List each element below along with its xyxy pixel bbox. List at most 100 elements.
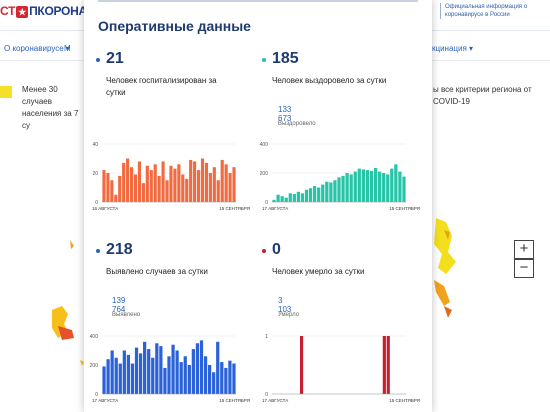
chart-bar — [106, 173, 110, 202]
chart-bar — [153, 164, 157, 202]
chart-bar — [169, 165, 173, 202]
chart-bar — [147, 349, 151, 394]
star-icon: ★ — [16, 6, 29, 18]
chart-bar — [159, 346, 163, 394]
stat-number: 185 — [272, 50, 299, 67]
y-tick-label: 400 — [90, 334, 99, 340]
x-end-label: 15 СЕНТЯБРЯ — [219, 206, 250, 211]
chart-bar — [175, 350, 179, 394]
y-tick-label: 0 — [95, 200, 98, 206]
chart-bar — [288, 193, 292, 202]
chart-bar — [134, 347, 139, 394]
chart-bar — [333, 180, 337, 202]
chart-bar — [133, 174, 138, 202]
chart-bar — [149, 170, 153, 202]
chart-bar — [398, 171, 402, 202]
y-tick-label: 20 — [92, 171, 98, 177]
chart-bar — [304, 189, 309, 202]
official-info-text: Официальная информация о коронавирусе в … — [440, 3, 550, 19]
stat-dot — [96, 58, 100, 62]
chart-bar — [137, 161, 142, 202]
chart-detected: 400 200 017 АВГУСТА 15 СЕНТЯБРЯ — [90, 334, 250, 403]
chart-bar — [317, 187, 321, 202]
chart-bar — [220, 159, 224, 202]
y-tick-label: 400 — [260, 142, 269, 148]
chart-bar — [349, 174, 353, 202]
chart-bar — [187, 365, 191, 394]
y-tick-label: 200 — [90, 363, 99, 369]
nav-about-coronavirus[interactable]: О коронавирусе ▾ — [4, 44, 70, 53]
stat-dot — [96, 249, 100, 253]
chart-bar — [216, 180, 220, 202]
map-region-right[interactable] — [432, 210, 472, 320]
legend-text-right: ы все критерии региона от COVID-19 — [433, 85, 532, 106]
chart-bar — [191, 349, 195, 394]
chart-bar — [345, 173, 349, 202]
chart-bar — [141, 183, 145, 202]
chart-bar — [163, 367, 167, 394]
stat-total-label: Выявлено — [112, 312, 141, 318]
zoom-out-button[interactable]: − — [514, 259, 534, 278]
chart-bar — [102, 366, 106, 394]
x-start-label: 16 АВГУСТА — [92, 206, 118, 211]
chart-bar — [386, 174, 390, 202]
legend-text-left: Менее 30 случаев населения за 7 су — [22, 85, 79, 130]
chart-bar — [280, 196, 284, 202]
y-tick-label: 0 — [265, 392, 268, 398]
chart-bar — [183, 356, 187, 394]
chart-bar — [130, 363, 135, 394]
nav-vaccination[interactable]: кцинация ▾ — [432, 44, 474, 53]
chart-bar — [171, 344, 175, 394]
chart-bar — [179, 362, 183, 394]
map-region-left[interactable] — [50, 230, 86, 380]
chart-bar — [110, 180, 114, 202]
chart-bar — [321, 184, 325, 202]
chart-bar — [129, 167, 134, 202]
chart-bar — [212, 372, 216, 394]
stat-total: 139 764 — [112, 296, 126, 314]
chart-bar — [357, 168, 361, 202]
chart-bar — [284, 197, 288, 202]
x-end-label: 15 СЕНТЯБРЯ — [389, 398, 420, 403]
chart-bar — [296, 191, 301, 202]
stat-label: Человек умерло за сутки — [272, 267, 365, 276]
stat-total: 3 103 — [278, 296, 292, 314]
chart-bar — [224, 164, 228, 202]
chart-bar — [110, 350, 114, 394]
chart-bar — [377, 171, 382, 202]
chart-bar — [126, 354, 131, 394]
chart-bar — [365, 170, 370, 202]
stat-dot — [262, 58, 266, 62]
chart-bar — [173, 168, 177, 202]
chart-bar — [114, 194, 118, 202]
chart-bar — [204, 162, 209, 202]
chart-bar — [189, 159, 193, 202]
chart-bar — [373, 167, 378, 202]
chart-bar — [200, 158, 205, 202]
chart-bar — [207, 365, 212, 394]
chart-bar — [329, 182, 333, 202]
chart-bar — [228, 173, 232, 202]
y-tick-label: 200 — [260, 171, 269, 177]
logo-text-left: СТ — [0, 4, 16, 18]
nav-item-truncated[interactable]: М — [64, 44, 71, 53]
chart-bar — [369, 170, 374, 202]
chart-bar — [276, 194, 280, 202]
chart-bar — [161, 161, 165, 202]
x-end-label: 15 СЕНТЯБРЯ — [219, 398, 250, 403]
chart-bar — [193, 161, 197, 202]
chart-bar — [292, 194, 296, 202]
chart-bar — [185, 178, 189, 202]
chart-bar — [181, 174, 185, 202]
chart-bar — [106, 359, 110, 394]
chart-hospitalized: 40 20 016 АВГУСТА 15 СЕНТЯБРЯ — [92, 142, 250, 211]
chart-bar — [216, 341, 220, 394]
zoom-in-button[interactable]: + — [514, 240, 534, 259]
chart-bar — [313, 186, 317, 202]
y-tick-label: 0 — [95, 392, 98, 398]
chart-bar — [151, 357, 155, 394]
stat-label: Человек госпитализирован за сутки — [106, 76, 217, 97]
chart-bar — [325, 181, 329, 202]
chart-bar — [337, 177, 341, 202]
chart-bar — [232, 363, 236, 394]
